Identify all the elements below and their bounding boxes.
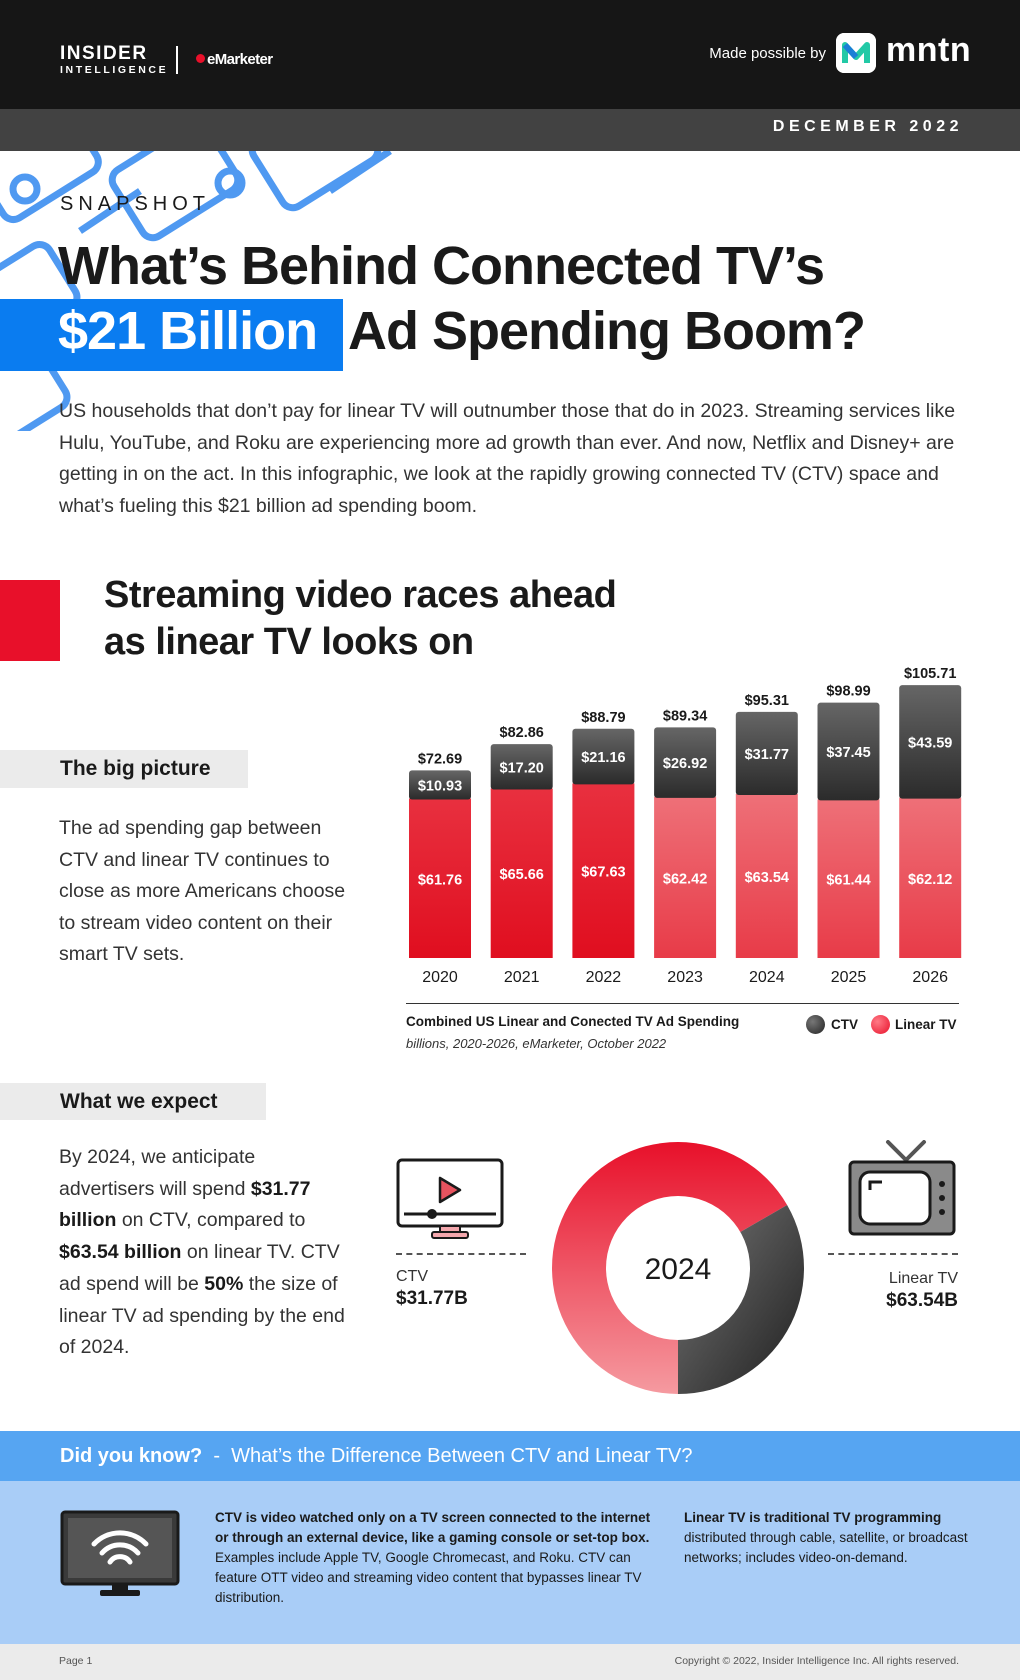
big-picture-body: The ad spending gap between CTV and line… bbox=[59, 817, 346, 965]
section-title: Streaming video races ahead as linear TV… bbox=[104, 574, 617, 663]
stacked-bar-chart: $61.76 $10.93 $72.69 2020 $65.66 $17.20 $82.86… bbox=[409, 666, 962, 986]
retro-tv-icon bbox=[848, 1140, 956, 1236]
bar-ctv-2023 bbox=[654, 727, 717, 798]
logo-divider bbox=[176, 46, 178, 74]
snapshot-kicker: SNAPSHOT bbox=[60, 193, 211, 215]
label-ctv-2024: $31.77 bbox=[745, 747, 789, 763]
label-ctv-2021: $17.20 bbox=[500, 760, 544, 776]
emarketer-dot-icon bbox=[196, 54, 205, 63]
what-we-expect-label: What we expect bbox=[60, 1090, 218, 1113]
donut-ctv-value: $31.77B bbox=[396, 1288, 468, 1309]
big-picture-label: The big picture bbox=[60, 757, 211, 780]
what-we-expect-label-bg bbox=[0, 1083, 266, 1120]
section-accent-block bbox=[0, 580, 60, 661]
insider-intelligence-logo: INSIDER INTELLIGENCE bbox=[60, 43, 169, 76]
x-tick-2021: 2021 bbox=[504, 969, 540, 986]
bar-ctv-2020 bbox=[409, 770, 471, 800]
label-ctv-2020: $10.93 bbox=[418, 778, 462, 794]
donut-linear-value: $63.54B bbox=[886, 1290, 958, 1311]
intro-paragraph: US households that don’t pay for linear … bbox=[59, 400, 956, 517]
label-ctv-2025: $37.45 bbox=[826, 745, 870, 761]
label-linear-2022: $67.63 bbox=[581, 865, 625, 881]
label-total-2023: $89.34 bbox=[663, 708, 707, 724]
label-linear-2021: $65.66 bbox=[500, 867, 544, 883]
x-tick-2023: 2023 bbox=[667, 969, 703, 986]
emarketer-logo: eMarketer bbox=[196, 51, 273, 68]
linear-tv-definition: Linear TV is traditional TV programming … bbox=[684, 1510, 968, 1565]
label-total-2024: $95.31 bbox=[745, 693, 789, 709]
label-total-2022: $88.79 bbox=[581, 710, 625, 726]
chart-subtitle: billions, 2020-2026, eMarketer, October … bbox=[406, 1036, 667, 1051]
label-linear-2024: $63.54 bbox=[745, 870, 789, 886]
label-total-2026: $105.71 bbox=[904, 666, 956, 682]
page-title-line1: What’s Behind Connected TV’s bbox=[58, 236, 825, 296]
chart-baseline-rule bbox=[406, 1003, 959, 1004]
label-total-2021: $82.86 bbox=[500, 725, 544, 741]
did-you-know-bar bbox=[0, 1431, 1020, 1481]
label-total-2020: $72.69 bbox=[418, 751, 462, 767]
smart-tv-wifi-icon bbox=[60, 1510, 180, 1596]
title-highlight-box bbox=[0, 299, 343, 371]
legend-linear-swatch bbox=[871, 1015, 890, 1034]
ctv-definition: CTV is video watched only on a TV screen… bbox=[215, 1510, 651, 1605]
label-ctv-2026: $43.59 bbox=[908, 735, 952, 751]
label-ctv-2022: $21.16 bbox=[581, 750, 625, 766]
date-bar bbox=[0, 109, 1020, 151]
x-tick-2025: 2025 bbox=[831, 969, 867, 986]
label-ctv-2023: $26.92 bbox=[663, 756, 707, 772]
x-tick-2022: 2022 bbox=[586, 969, 622, 986]
bar-linear-2022 bbox=[572, 783, 635, 958]
legend-linear-label: Linear TV bbox=[895, 1017, 957, 1032]
report-date: DECEMBER 2022 bbox=[772, 118, 963, 135]
made-possible-by-text: Made possible by bbox=[709, 45, 826, 62]
x-tick-2026: 2026 bbox=[912, 969, 948, 986]
label-linear-2023: $62.42 bbox=[663, 871, 707, 887]
bar-linear-2025 bbox=[817, 799, 880, 958]
bar-linear-2021 bbox=[490, 788, 553, 958]
ctv-dashed-rule bbox=[396, 1253, 526, 1255]
bar-ctv-2022 bbox=[572, 728, 635, 785]
bar-linear-2023 bbox=[654, 796, 717, 958]
legend-ctv-swatch bbox=[806, 1015, 825, 1034]
x-tick-2020: 2020 bbox=[422, 969, 458, 986]
label-linear-2026: $62.12 bbox=[908, 872, 952, 888]
monitor-play-icon bbox=[396, 1158, 504, 1239]
x-tick-2024: 2024 bbox=[749, 969, 785, 986]
mntn-logo-icon bbox=[836, 33, 876, 73]
label-linear-2025: $61.44 bbox=[826, 873, 870, 889]
donut-chart: 2024 bbox=[552, 1142, 804, 1394]
footer-bar bbox=[0, 1644, 1020, 1680]
linear-dashed-rule bbox=[828, 1253, 958, 1255]
big-picture-label-bg bbox=[0, 750, 248, 788]
legend-ctv-label: CTV bbox=[831, 1017, 858, 1032]
bar-linear-2020 bbox=[409, 798, 471, 958]
bar-ctv-2021 bbox=[490, 744, 553, 790]
bar-linear-2024 bbox=[735, 793, 798, 958]
page-title-highlight: $21 Billion bbox=[58, 301, 318, 361]
did-you-know-heading: Did you know? - What’s the Difference Be… bbox=[60, 1445, 693, 1467]
page-title-line2: Ad Spending Boom? bbox=[348, 301, 866, 361]
copyright: Copyright © 2022, Insider Intelligence I… bbox=[674, 1655, 959, 1667]
bar-ctv-2026 bbox=[899, 685, 962, 799]
bar-linear-2026 bbox=[899, 797, 962, 958]
bar-ctv-2024 bbox=[735, 711, 798, 795]
donut-ctv-label: CTV bbox=[396, 1268, 428, 1285]
donut-linear-label: Linear TV bbox=[888, 1270, 958, 1287]
donut-hole bbox=[606, 1196, 750, 1340]
what-we-expect-body: By 2024, we anticipate advertisers will … bbox=[59, 1146, 345, 1359]
label-total-2025: $98.99 bbox=[826, 684, 870, 700]
donut-center-label: 2024 bbox=[645, 1253, 712, 1286]
mntn-logo-text: mntn bbox=[886, 31, 972, 69]
page-number: Page 1 bbox=[59, 1655, 93, 1667]
chart-title: Combined US Linear and Conected TV Ad Sp… bbox=[406, 1014, 740, 1029]
label-linear-2020: $61.76 bbox=[418, 872, 462, 888]
bar-ctv-2025 bbox=[817, 702, 880, 801]
